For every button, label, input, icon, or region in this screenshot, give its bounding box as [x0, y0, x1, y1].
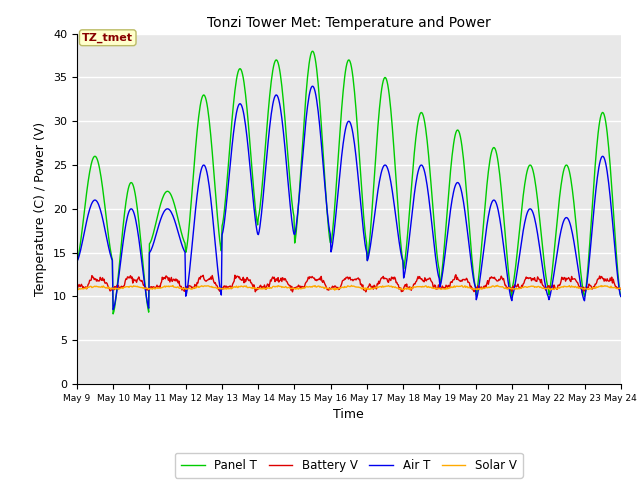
Battery V [83, 286, 90, 292]
Battery V [73, 285, 81, 290]
Line: Solar V: Solar V [77, 286, 621, 290]
Title: Tonzi Tower Met: Temperature and Power: Tonzi Tower Met: Temperature and Power [207, 16, 491, 30]
Panel T [73, 258, 81, 264]
Solar V [83, 286, 90, 291]
Panel T [109, 311, 117, 317]
Solar V [617, 286, 625, 291]
Battery V [223, 284, 230, 289]
Text: TZ_tmet: TZ_tmet [83, 33, 133, 43]
Air T [140, 272, 147, 277]
Air T [109, 307, 117, 312]
Panel T [195, 114, 202, 120]
Air T [195, 180, 202, 186]
Solar V [194, 283, 202, 289]
Air T [433, 259, 440, 265]
X-axis label: Time: Time [333, 408, 364, 421]
Battery V [579, 290, 586, 296]
Line: Battery V: Battery V [77, 275, 621, 293]
Air T [417, 163, 424, 168]
Air T [309, 84, 317, 89]
Panel T [223, 175, 231, 180]
Battery V [617, 286, 625, 291]
Air T [223, 192, 231, 197]
Legend: Panel T, Battery V, Air T, Solar V: Panel T, Battery V, Air T, Solar V [175, 453, 522, 478]
Battery V [194, 280, 202, 286]
Solar V [73, 286, 81, 292]
Solar V [416, 284, 424, 289]
Battery V [452, 272, 460, 277]
Panel T [83, 190, 90, 196]
Panel T [417, 110, 424, 116]
Solar V [431, 286, 439, 292]
Panel T [309, 48, 317, 54]
Air T [73, 258, 81, 264]
Y-axis label: Temperature (C) / Power (V): Temperature (C) / Power (V) [35, 122, 47, 296]
Panel T [433, 244, 440, 250]
Battery V [431, 282, 438, 288]
Panel T [140, 265, 147, 271]
Air T [617, 293, 625, 300]
Solar V [331, 287, 339, 293]
Battery V [139, 280, 147, 286]
Battery V [415, 276, 422, 281]
Air T [83, 218, 90, 224]
Line: Air T: Air T [77, 86, 621, 310]
Solar V [493, 283, 501, 288]
Solar V [223, 286, 230, 292]
Line: Panel T: Panel T [77, 51, 621, 314]
Panel T [617, 293, 625, 300]
Solar V [139, 285, 147, 291]
